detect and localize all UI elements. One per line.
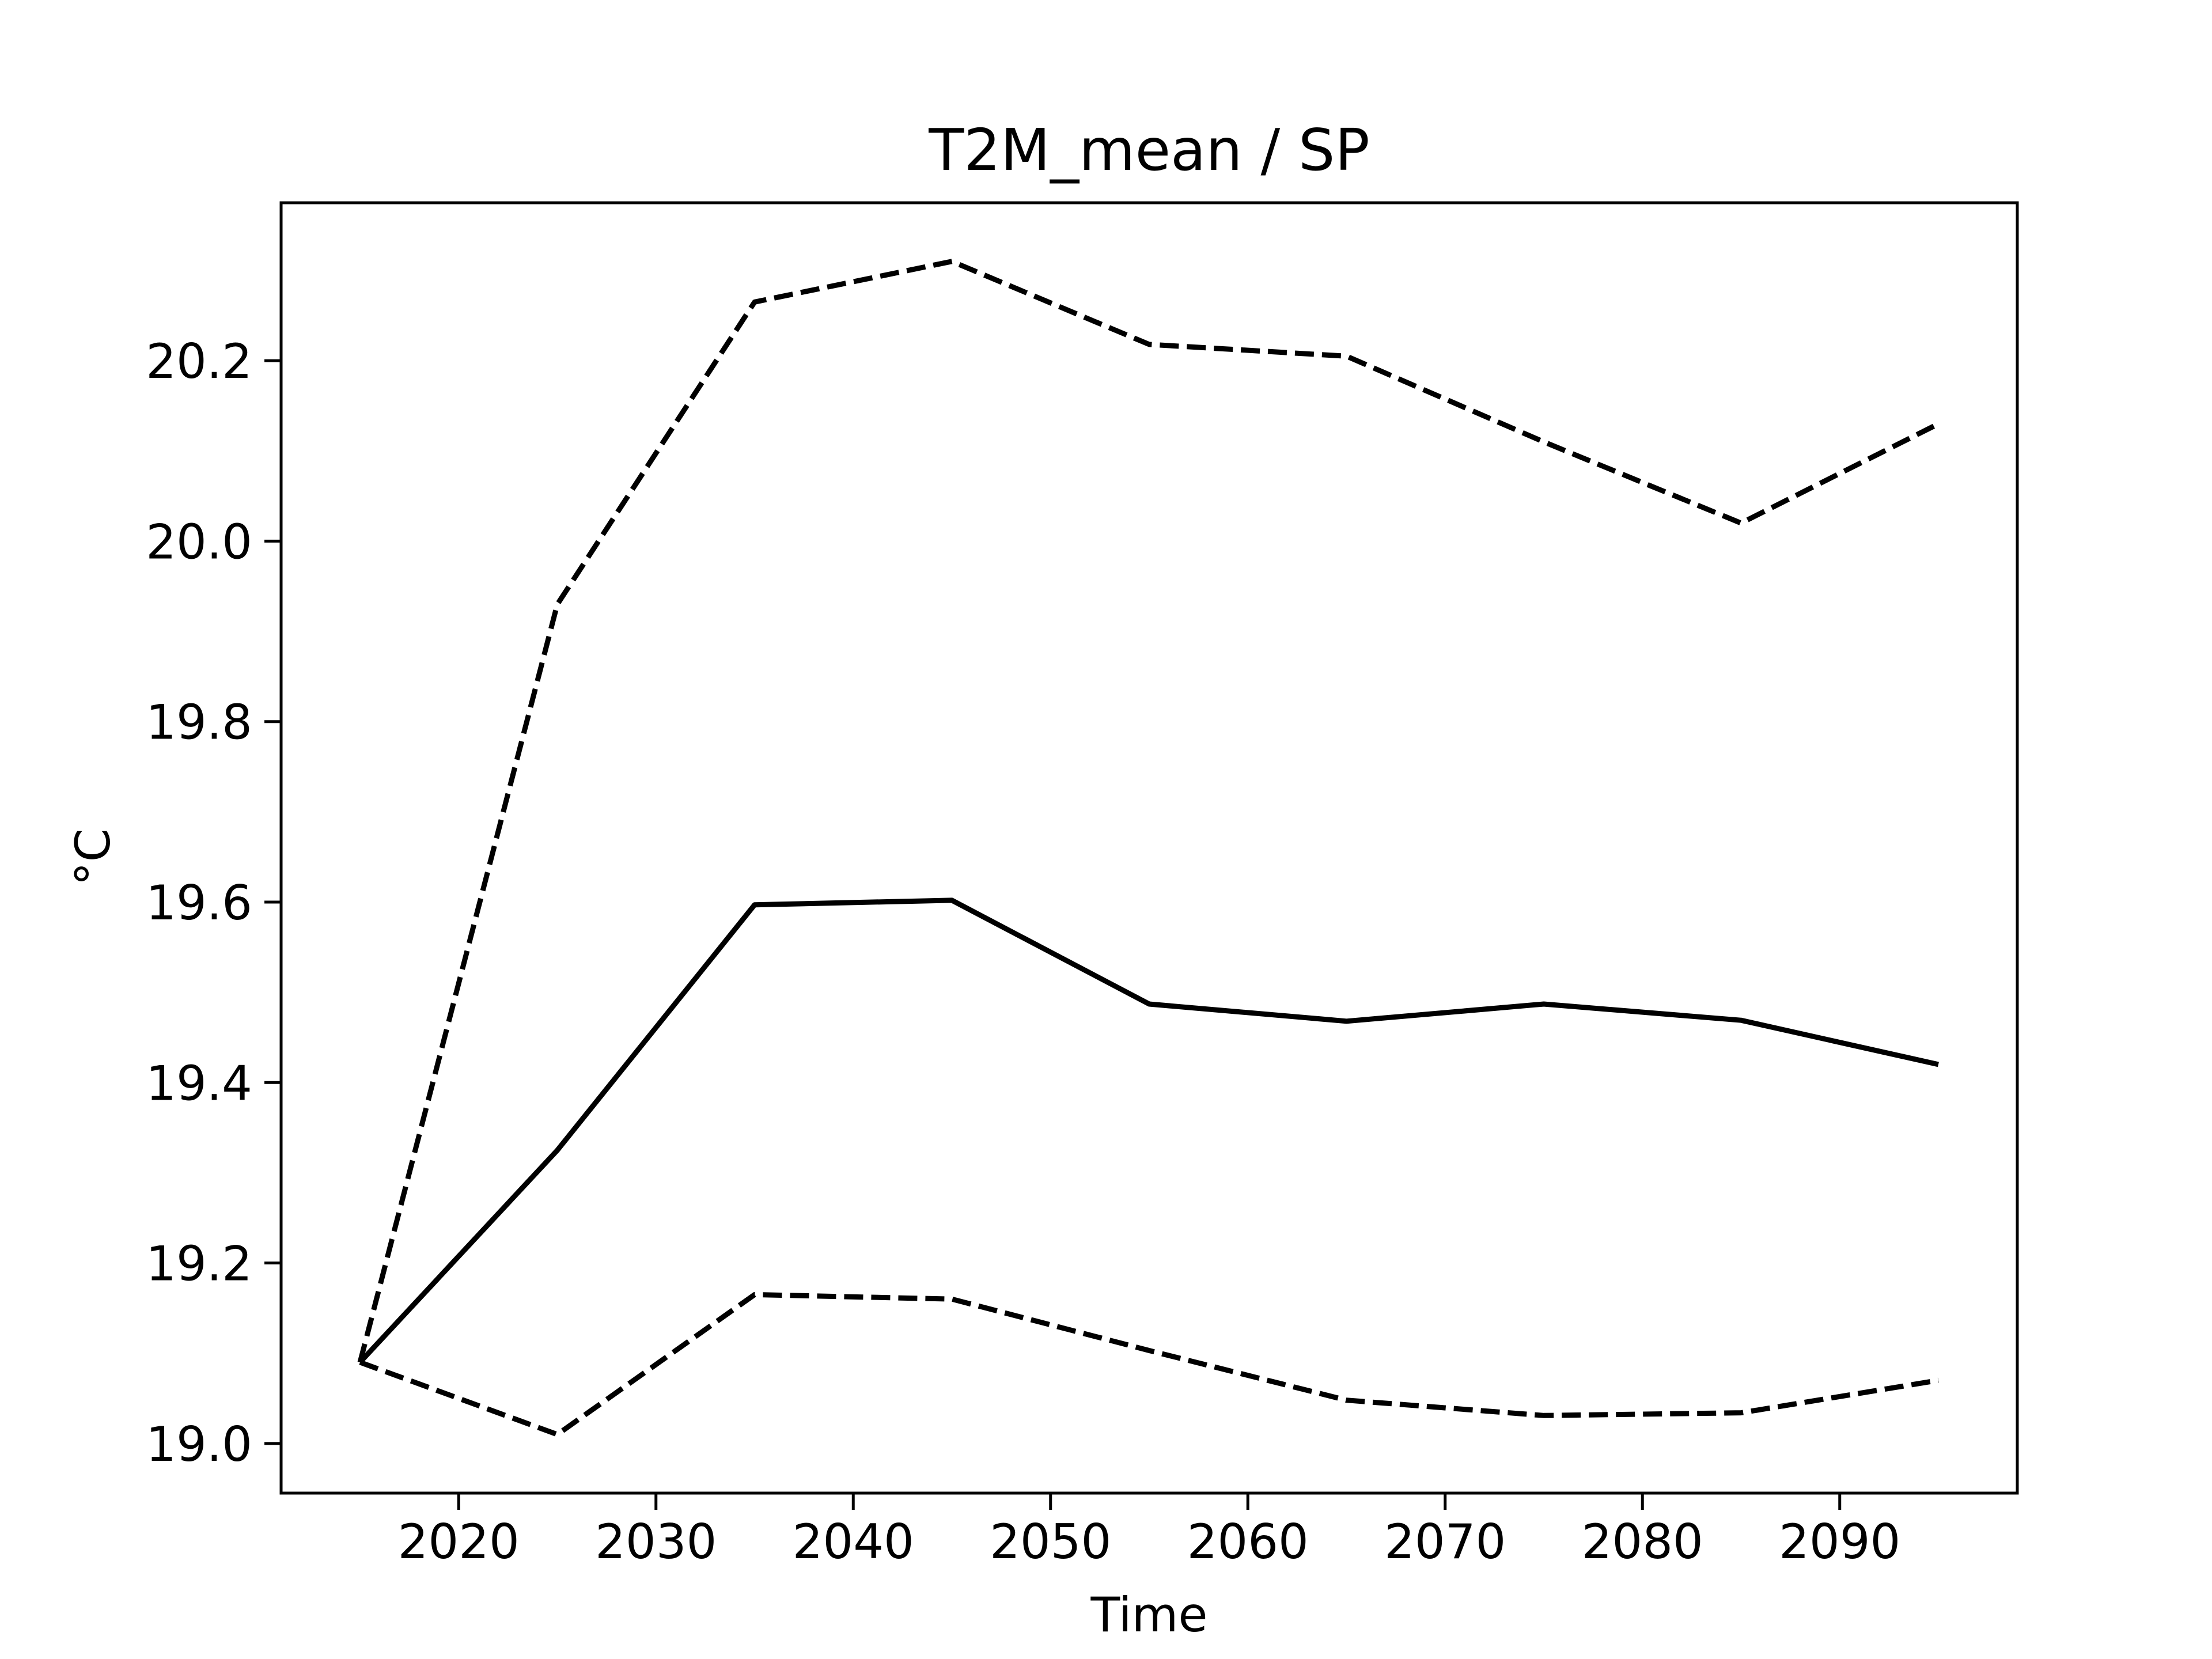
x-tick-label: 2030 bbox=[595, 1514, 717, 1570]
x-tick-label: 2080 bbox=[1582, 1514, 1703, 1570]
x-axis-ticks: 2020 2030 2040 2050 2060 2070 2080 2090 bbox=[398, 1493, 1900, 1570]
x-axis-label: Time bbox=[1090, 1587, 1207, 1643]
series-line-1 bbox=[357, 259, 1940, 1363]
x-tick-label: 2090 bbox=[1779, 1514, 1900, 1570]
y-tick-label: 20.2 bbox=[146, 334, 252, 389]
x-tick-label: 2070 bbox=[1384, 1514, 1506, 1570]
series-line-3 bbox=[359, 1291, 1939, 1437]
x-tick-label: 2060 bbox=[1187, 1514, 1309, 1570]
y-tick-label: 19.4 bbox=[146, 1055, 252, 1111]
y-tick-label: 19.0 bbox=[146, 1416, 252, 1472]
y-tick-label: 19.8 bbox=[146, 695, 252, 751]
x-tick-label: 2050 bbox=[990, 1514, 1111, 1570]
series-line-2 bbox=[358, 897, 1939, 1364]
chart-title: T2M_mean / SP bbox=[928, 116, 1370, 184]
x-tick-label: 2020 bbox=[398, 1514, 520, 1570]
y-tick-label: 19.2 bbox=[146, 1236, 252, 1292]
y-axis-label: °C bbox=[65, 828, 121, 885]
x-tick-label: 2040 bbox=[793, 1514, 914, 1570]
y-tick-label: 19.6 bbox=[146, 875, 252, 931]
y-tick-label: 20.0 bbox=[146, 514, 252, 570]
y-axis-ticks: 19.0 19.2 19.4 19.6 19.8 20.0 20.2 bbox=[146, 334, 281, 1472]
series-layer bbox=[357, 259, 1940, 1437]
plot-area-frame bbox=[279, 201, 2019, 1495]
